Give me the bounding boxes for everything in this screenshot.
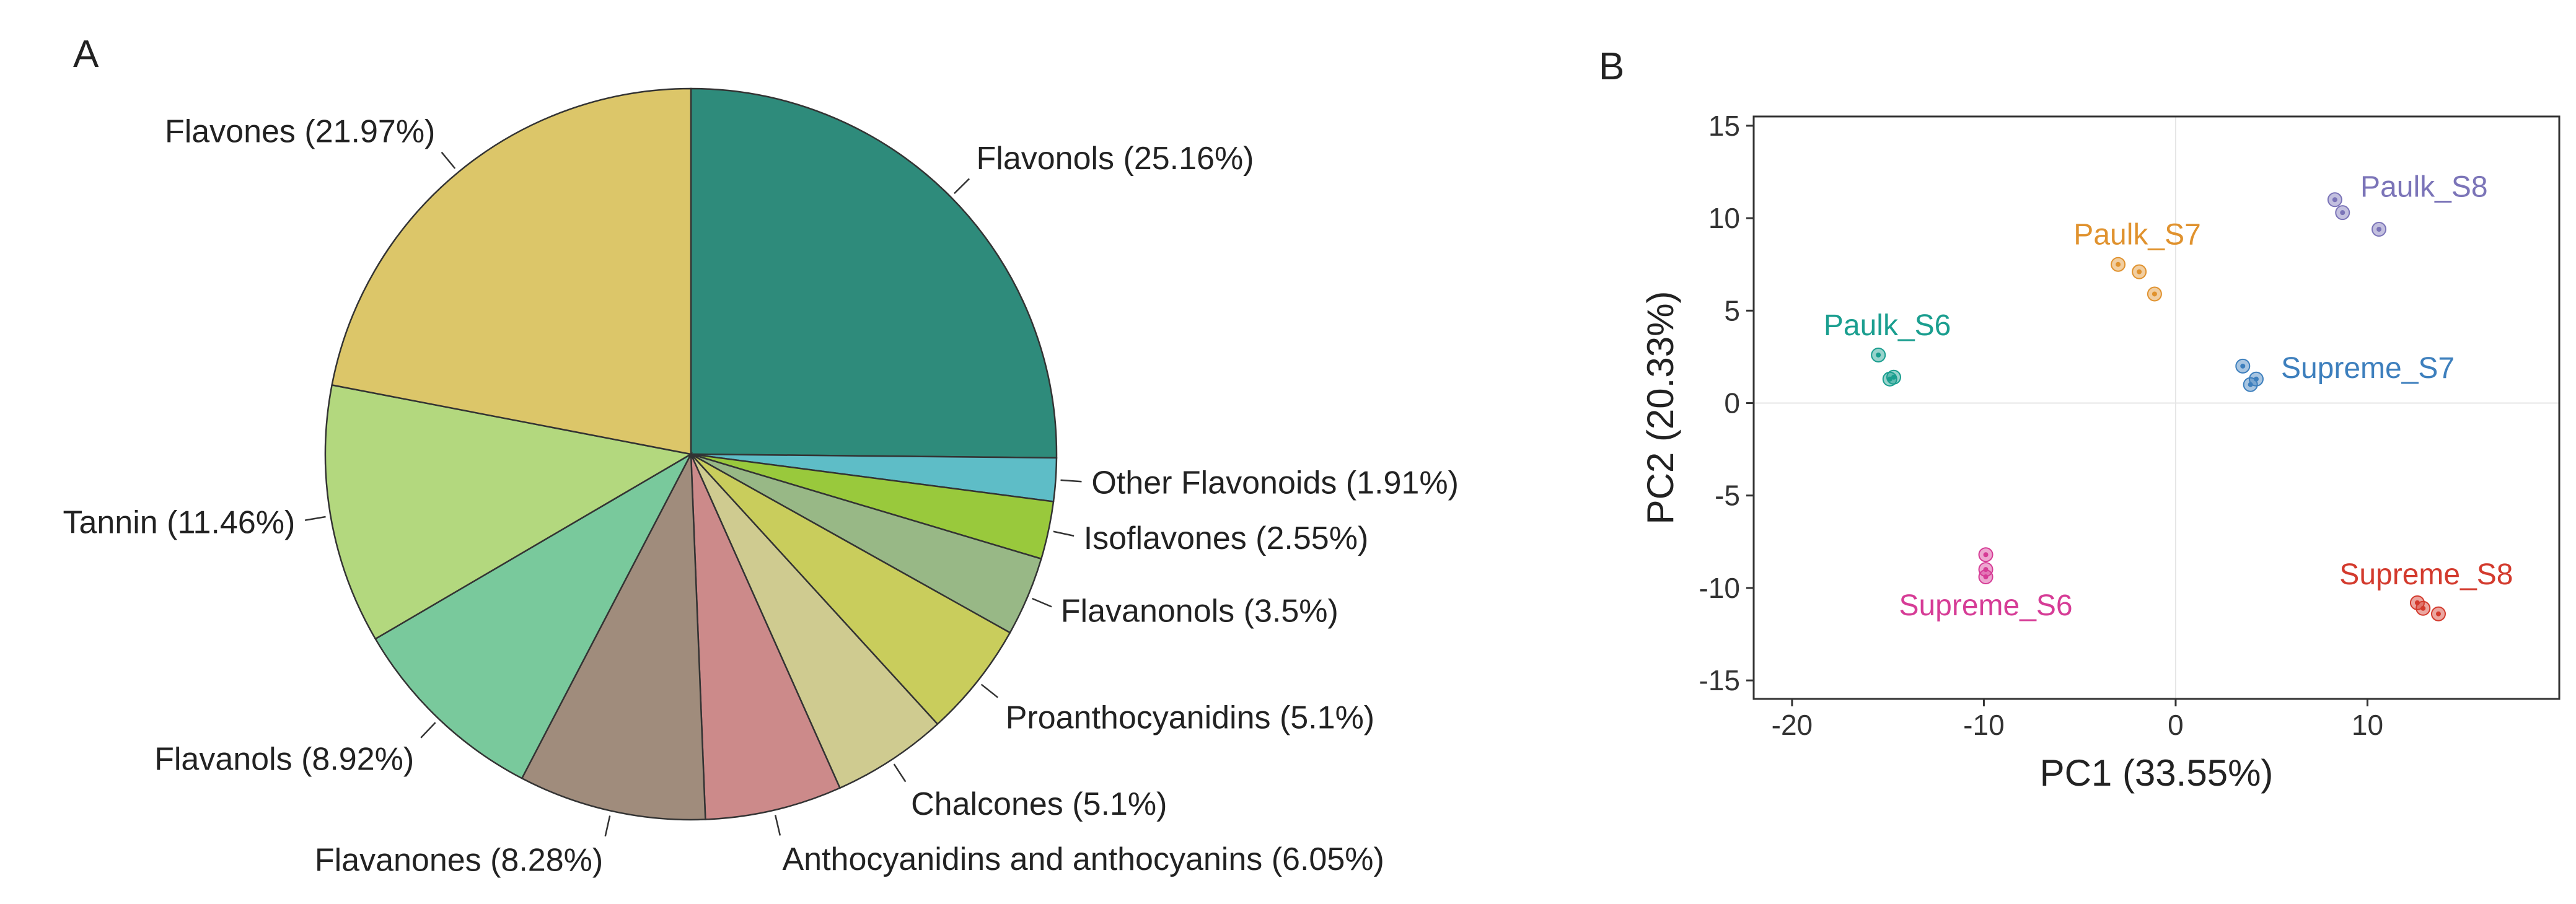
y-tick-label: -10 (1699, 572, 1740, 604)
pie-slice-chalcones (690, 454, 939, 789)
pie-label-proanthocyanidins: Proanthocyanidins (5.1%) (1006, 700, 1374, 736)
x-tick-label: -10 (1963, 709, 2004, 741)
pie-label-chalcones: Chalcones (5.1%) (911, 786, 1167, 822)
group-label-supreme-s6: Supreme_S6 (1899, 589, 2072, 622)
point-paulk-s6 (1876, 352, 1881, 358)
x-tick-label: -20 (1772, 709, 1813, 741)
pie-label-flavanols: Flavanols (8.92%) (154, 741, 414, 777)
x-tick-label: 10 (2352, 709, 2383, 741)
group-label-paulk-s6: Paulk_S6 (1824, 309, 1951, 342)
pie-slice-flavanones (521, 451, 706, 821)
point-supreme-s6 (1983, 552, 1989, 558)
y-tick-label: -5 (1715, 480, 1740, 512)
plot-frame (1752, 115, 2561, 700)
pie-label-flavanonols: Flavanonols (3.5%) (1061, 594, 1339, 630)
point-paulk-s6 (1891, 374, 1896, 380)
panel-b-label: B (1599, 45, 1624, 88)
pie-leader-isoflavones (1053, 530, 1075, 537)
point-supreme-s8 (2436, 611, 2441, 617)
point-supreme-s6 (1983, 574, 1989, 580)
y-tick-label: -15 (1699, 664, 1740, 696)
group-label-paulk-s8: Paulk_S8 (2360, 170, 2487, 203)
pie-label-isoflavones: Isoflavones (2.55%) (1084, 520, 1369, 556)
pie-leader-flavanols (420, 722, 436, 739)
y-tick-label: 5 (1724, 294, 1740, 327)
y-axis-title: PC2 (20.33%) (1640, 291, 1681, 525)
point-paulk-s8 (2332, 197, 2337, 203)
group-label-paulk-s7: Paulk_S7 (2073, 219, 2200, 252)
point-paulk-s7 (2116, 261, 2121, 267)
point-supreme-s8 (2420, 605, 2426, 611)
point-paulk-s7 (2137, 269, 2142, 274)
y-tick-label: 15 (1708, 110, 1740, 142)
pie-label-flavanones: Flavanones (8.28%) (315, 842, 603, 878)
y-tick-label: 10 (1708, 202, 1740, 234)
pie-slice-tannin (324, 384, 693, 640)
pie-chart: Flavonols (25.16%) Other Flavonoids (1.91… (63, 87, 1459, 878)
pie-leader-flavanones (604, 815, 611, 836)
pie-leader-flavones (441, 151, 456, 169)
pie-leader-flavonols (954, 178, 970, 195)
point-paulk-s6 (1887, 376, 1892, 382)
point-paulk-s7 (2152, 291, 2157, 297)
pie-slice-flavonols (690, 87, 1058, 459)
point-supreme-s7 (2253, 376, 2259, 382)
pie-label-flavones: Flavones (21.97%) (165, 113, 435, 149)
panel-a-label: A (73, 33, 99, 76)
pie-slice-anthocyanidins-and-anthocyanins (690, 454, 842, 820)
x-tick-label: 0 (2168, 709, 2184, 741)
pie-slice-proanthocyanidins (690, 453, 1011, 726)
point-supreme-s7 (2240, 363, 2246, 369)
group-label-supreme-s8: Supreme_S8 (2339, 558, 2513, 591)
pie-leader-flavanonols (1032, 597, 1052, 608)
pie-label-flavonols: Flavonols (25.16%) (977, 141, 1254, 177)
pie-label-anthocyanidins-and-anthocyanins: Anthocyanidins and anthocyanins (6.05%) (783, 841, 1384, 877)
group-label-supreme-s7: Supreme_S7 (2281, 352, 2455, 385)
pie-slice-flavones (331, 87, 692, 455)
pie-leader-other-flavonoids (1060, 479, 1082, 483)
pie-label-tannin: Tannin (11.46%) (63, 504, 295, 540)
x-axis-title: PC1 (33.55%) (2040, 752, 2274, 794)
point-paulk-s8 (2340, 210, 2345, 216)
pie-leader-anthocyanidins-and-anthocyanins (774, 815, 781, 836)
pie-slice-flavanols (374, 452, 693, 779)
pie-leader-tannin (304, 516, 326, 521)
pie-label-other-flavonoids: Other Flavonoids (1.91%) (1091, 465, 1458, 501)
pie-leader-proanthocyanidins (980, 683, 998, 698)
pca-scatter-plot: -20 -10 0 10 15 10 5 0 -5 -10 -15 PC1 (33.55%) PC2 (… (1640, 110, 2561, 794)
point-paulk-s8 (2376, 227, 2382, 232)
y-tick-label: 0 (1724, 387, 1740, 419)
pie-leader-chalcones (893, 763, 907, 783)
